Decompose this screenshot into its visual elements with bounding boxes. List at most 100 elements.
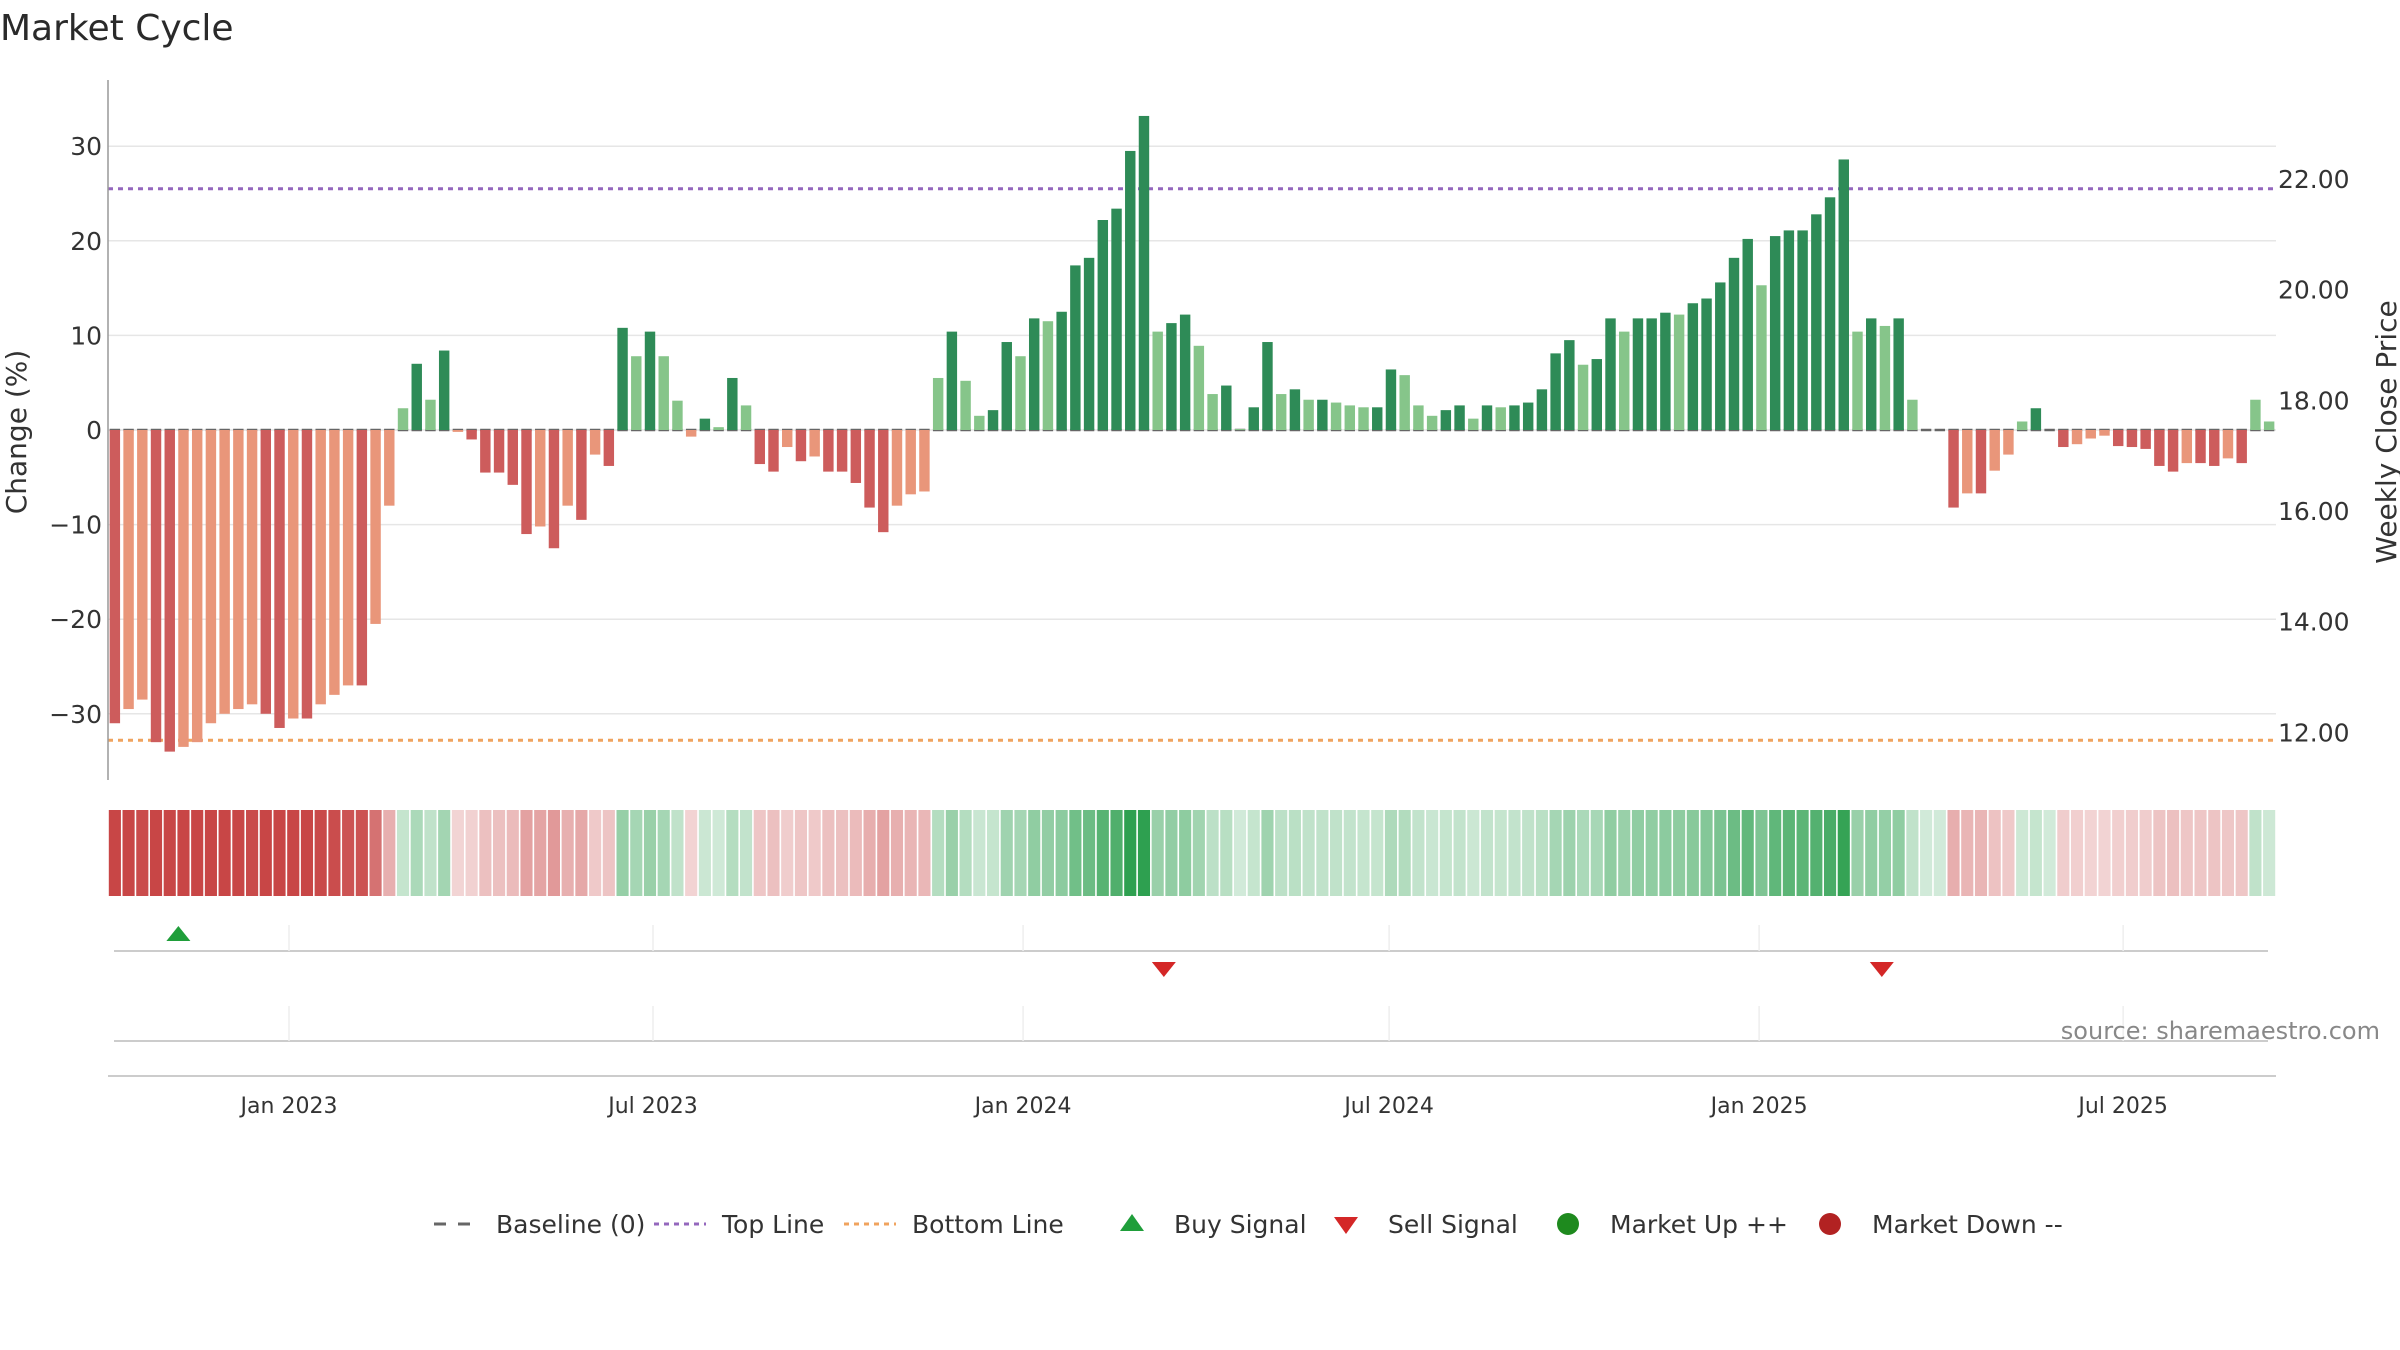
legend-label: Market Up ++ <box>1610 1210 1788 1239</box>
cycle-cell <box>2249 810 2262 896</box>
cycle-cell <box>520 810 533 896</box>
cycle-cell <box>1823 810 1837 896</box>
y2-tick-label: 18.00 <box>2278 386 2350 415</box>
cycle-cell <box>2098 810 2111 896</box>
change-bar <box>480 430 491 473</box>
change-bar <box>301 430 313 719</box>
cycle-cell <box>1686 810 1699 896</box>
cycle-cell <box>973 810 986 896</box>
change-bar <box>109 430 121 724</box>
change-bar <box>1440 410 1452 430</box>
change-bar <box>205 430 217 724</box>
cycle-cell <box>1961 810 1974 896</box>
change-bar <box>987 410 999 430</box>
change-bar <box>329 430 340 695</box>
y2-tick-label: 22.00 <box>2278 165 2350 194</box>
cycle-cell <box>218 810 231 896</box>
cycle-cell <box>1851 810 1864 896</box>
cycle-cell <box>2016 810 2029 896</box>
reference-lines <box>108 187 2276 742</box>
y2-tick-label: 20.00 <box>2278 276 2350 305</box>
cycle-cell <box>438 810 451 896</box>
change-bar <box>411 363 422 430</box>
cycle-cell <box>643 810 657 896</box>
change-bar <box>699 418 711 430</box>
cycle-cell <box>287 810 300 896</box>
cycle-cell <box>616 810 629 896</box>
change-bar <box>1852 331 1863 430</box>
change-bar <box>1399 375 1410 430</box>
cycle-cell <box>1892 810 1905 896</box>
cycle-cell <box>383 810 396 896</box>
change-bar <box>1769 236 1781 430</box>
cycle-cell <box>1906 810 1919 896</box>
legend: Baseline (0) Top Line Bottom Line Buy Signa… <box>434 1210 2063 1239</box>
legend-item: Sell Signal <box>1334 1210 1518 1239</box>
change-bar <box>2222 430 2234 459</box>
cycle-cell <box>465 810 478 896</box>
change-bar <box>1028 318 1040 430</box>
cycle-cell <box>1014 810 1027 896</box>
change-bar <box>274 430 285 728</box>
change-bar <box>864 430 875 508</box>
cycle-cell <box>191 810 204 896</box>
change-bar <box>452 430 464 432</box>
cycle-cell <box>932 810 945 896</box>
cycle-cell <box>2167 810 2180 896</box>
cycle-cell <box>1865 810 1878 896</box>
cycle-cell <box>547 810 561 896</box>
cycle-cell <box>1288 810 1301 896</box>
cycle-cell <box>1453 810 1466 896</box>
change-bar <box>1001 342 1012 430</box>
cycle-cell <box>1330 810 1343 896</box>
legend-label: Bottom Line <box>912 1210 1064 1239</box>
y-axis-title: Change (%) <box>0 350 33 515</box>
change-bar <box>1660 312 1671 430</box>
change-bar <box>1125 150 1136 430</box>
change-bar <box>219 430 230 714</box>
change-bar <box>397 408 409 430</box>
legend-circle-icon <box>1819 1213 1841 1235</box>
change-bar <box>1385 369 1397 430</box>
cycle-cell <box>424 810 437 896</box>
cycle-cell <box>1700 810 1713 896</box>
cycle-cell <box>2057 810 2070 896</box>
cycle-cell <box>2043 810 2056 896</box>
cycle-cell <box>836 810 849 896</box>
cycle-cell <box>1878 810 1891 896</box>
change-bar <box>1426 415 1438 430</box>
y-tick-label: −20 <box>49 605 102 634</box>
change-bar <box>1275 394 1287 430</box>
cycle-cell <box>1741 810 1754 896</box>
change-bar <box>150 430 162 743</box>
change-bar <box>1179 314 1191 430</box>
cycle-cell <box>149 810 163 896</box>
cycle-cell <box>1192 810 1205 896</box>
cycle-cell <box>1714 810 1727 896</box>
cycle-cell <box>1233 810 1247 896</box>
change-bar <box>2250 399 2261 430</box>
change-bar <box>1879 325 1891 430</box>
change-bar <box>233 430 244 710</box>
change-bar <box>919 430 930 492</box>
change-bar <box>1193 345 1205 430</box>
legend-item: Buy Signal <box>1120 1210 1307 1239</box>
cycle-cell <box>1357 810 1370 896</box>
change-bar <box>370 430 381 624</box>
cycle-cell <box>355 810 368 896</box>
change-bar <box>1248 407 1259 430</box>
change-bar <box>1591 359 1602 430</box>
legend-sell-icon <box>1334 1217 1358 1234</box>
change-bar <box>2003 430 2014 455</box>
cycle-cell <box>1055 810 1068 896</box>
cycle-cell <box>1577 810 1590 896</box>
change-bar <box>1536 389 1548 430</box>
change-bar <box>548 430 560 549</box>
change-bar <box>535 430 546 527</box>
cycle-cell <box>2084 810 2097 896</box>
cycle-cell <box>1974 810 1988 896</box>
cycle-cell <box>2139 810 2152 896</box>
change-bar <box>1070 265 1081 430</box>
change-bar <box>1509 405 1520 430</box>
change-bar <box>356 430 368 686</box>
